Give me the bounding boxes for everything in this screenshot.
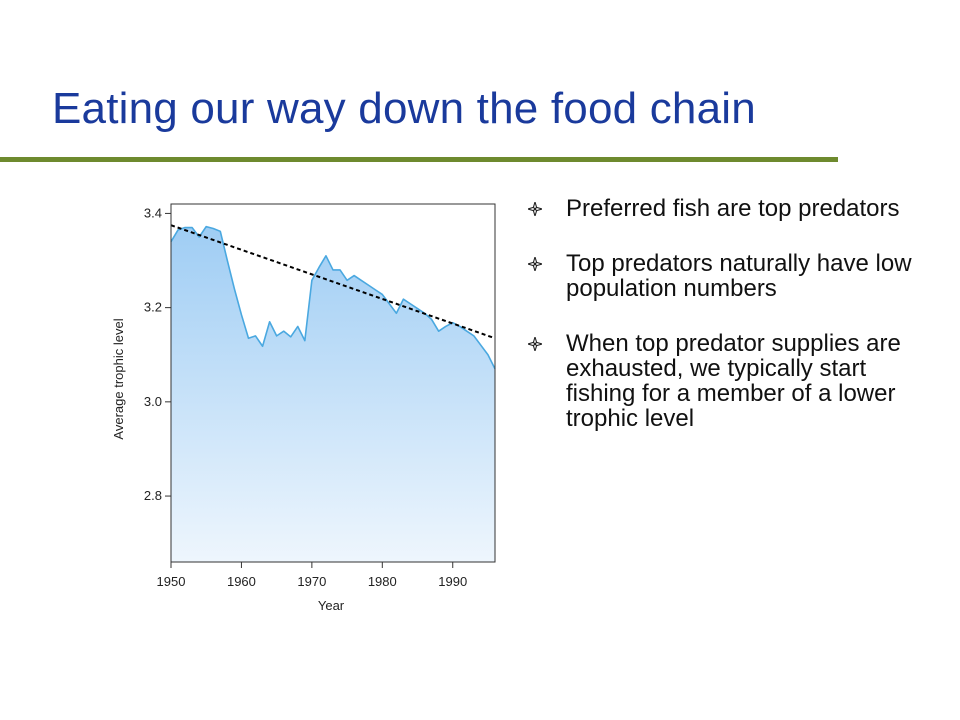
title-underline [0, 157, 838, 162]
x-tick-label: 1970 [297, 574, 326, 589]
trophic-level-chart: 2.8 3.0 3.2 3.4 1950 1960 1970 1980 1990 Year Aver… [111, 203, 496, 613]
four-petal-diamond-icon [528, 337, 542, 351]
trend-line [170, 224, 496, 340]
bullet-item: When top predator supplies are exhausted… [528, 331, 928, 431]
x-tick-label: 1960 [227, 574, 256, 589]
bullet-item: Preferred fish are top predators [528, 196, 928, 221]
y-tick-label: 2.8 [144, 488, 162, 503]
plot-frame [170, 203, 496, 563]
y-axis-label: Average trophic level [111, 318, 126, 439]
four-petal-diamond-icon [528, 257, 542, 271]
slide-title: Eating our way down the food chain [52, 84, 756, 133]
x-axis-label: Year [318, 598, 345, 613]
y-tick-label: 3.0 [144, 394, 162, 409]
bullet-text: Preferred fish are top predators [566, 195, 900, 222]
bullet-text: When top predator supplies are exhausted… [566, 330, 901, 432]
bullet-item: Top predators naturally have low populat… [528, 251, 928, 301]
y-tick-label: 3.2 [144, 300, 162, 315]
bullet-list: Preferred fish are top predators Top pred… [528, 196, 928, 461]
trophic-level-line [170, 225, 496, 370]
y-tick-label: 3.4 [144, 205, 162, 220]
bullet-text: Top predators naturally have low populat… [566, 250, 912, 302]
x-tick-label: 1980 [368, 574, 397, 589]
x-tick-label: 1990 [438, 574, 467, 589]
four-petal-diamond-icon [528, 202, 542, 216]
x-tick-label: 1950 [157, 574, 186, 589]
area-fill [171, 226, 495, 563]
